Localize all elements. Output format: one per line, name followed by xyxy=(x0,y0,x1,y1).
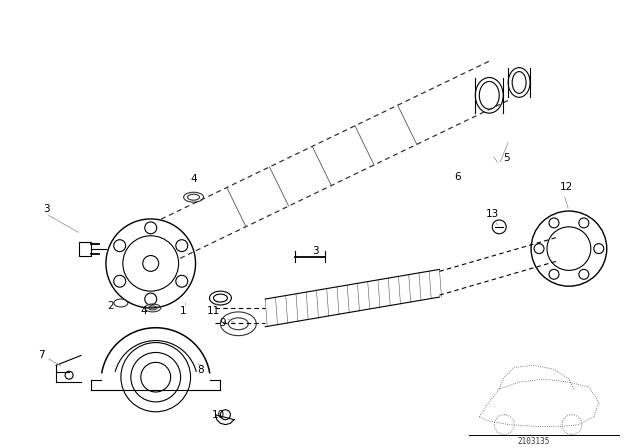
Circle shape xyxy=(114,240,125,252)
Circle shape xyxy=(534,244,544,254)
Circle shape xyxy=(176,240,188,252)
Text: 3: 3 xyxy=(43,204,49,214)
Text: 5: 5 xyxy=(503,153,509,163)
Text: 1: 1 xyxy=(180,306,187,316)
Text: 12: 12 xyxy=(560,182,573,192)
Circle shape xyxy=(579,218,589,228)
Text: 10: 10 xyxy=(212,410,225,420)
Circle shape xyxy=(579,269,589,279)
Circle shape xyxy=(176,276,188,287)
Text: 2103135: 2103135 xyxy=(518,437,550,446)
Bar xyxy=(79,241,91,255)
Circle shape xyxy=(594,244,604,254)
Circle shape xyxy=(492,220,506,234)
Text: 4: 4 xyxy=(190,174,197,185)
Circle shape xyxy=(145,222,157,234)
Text: 2: 2 xyxy=(108,301,114,311)
Text: 8: 8 xyxy=(197,365,204,375)
Text: 9: 9 xyxy=(219,318,226,328)
Text: 13: 13 xyxy=(486,209,499,219)
Circle shape xyxy=(114,276,125,287)
Ellipse shape xyxy=(209,291,232,305)
Circle shape xyxy=(549,269,559,279)
Text: 6: 6 xyxy=(454,172,461,182)
Text: 7: 7 xyxy=(38,350,45,361)
Circle shape xyxy=(145,293,157,305)
Ellipse shape xyxy=(476,78,503,113)
Ellipse shape xyxy=(508,68,530,97)
Circle shape xyxy=(549,218,559,228)
Text: 4: 4 xyxy=(140,306,147,316)
Text: 3: 3 xyxy=(312,246,318,256)
Text: 11: 11 xyxy=(207,306,220,316)
Circle shape xyxy=(143,255,159,271)
